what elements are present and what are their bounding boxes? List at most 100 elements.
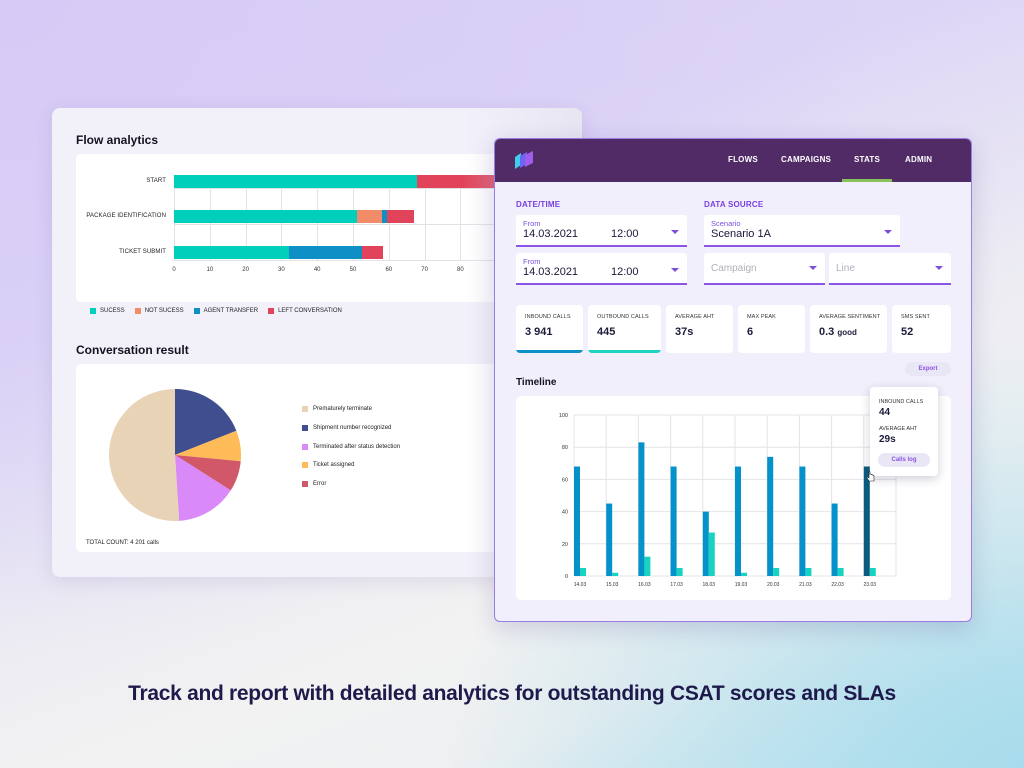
bar-segment-sucess [174, 175, 418, 188]
chevron-down-icon[interactable] [809, 266, 817, 270]
bar-inbound-21.03[interactable] [799, 466, 806, 576]
stat-number: 52 [901, 326, 914, 338]
bar-segment-agent-transfer [381, 210, 387, 223]
nav-admin[interactable]: ADMIN [905, 155, 933, 164]
stat-number: 445 [597, 326, 616, 338]
bar-outbound-17.03[interactable] [676, 567, 683, 576]
bar-inbound-17.03[interactable] [670, 466, 677, 576]
y-tick-label: 40 [562, 510, 568, 516]
hand-cursor-icon [866, 471, 875, 482]
x-tick-label: 16.03 [638, 582, 651, 588]
y-gridline [174, 188, 554, 189]
x-tick-label: 20 [242, 267, 249, 273]
stat-card-max-peak: MAX PEAK 6 [738, 305, 805, 353]
bar-segment-agent-transfer [288, 246, 362, 259]
bar-inbound-23.03[interactable] [863, 466, 870, 576]
x-tick-label: 50 [349, 267, 357, 273]
total-count: TOTAL COUNT: 4 201 calls [86, 540, 159, 546]
stat-card-average-sentiment: AVERAGE SENTIMENT 0.3 good [810, 305, 887, 353]
x-tick-label: 23.03 [864, 582, 877, 588]
bar-inbound-14.03[interactable] [574, 466, 580, 576]
bar-outbound-14.03[interactable] [580, 567, 586, 576]
legend-swatch [302, 443, 308, 450]
stat-value: 3 941 [525, 326, 553, 338]
category-label: START [146, 178, 166, 184]
bar-inbound-19.03[interactable] [735, 466, 741, 576]
chevron-down-icon[interactable] [671, 268, 679, 272]
bar-inbound-15.03[interactable] [606, 503, 613, 576]
bar-outbound-21.03[interactable] [805, 567, 812, 576]
tooltip-aht-value: 29s [879, 434, 896, 445]
bar-outbound-19.03[interactable] [741, 572, 747, 576]
legend-swatch [90, 308, 96, 314]
calls-log-button[interactable]: Calls log [878, 453, 930, 467]
bar-tooltip: INBOUND CALLS 44 AVERAGE AHT 29s Calls l… [870, 387, 938, 476]
bar-outbound-20.03[interactable] [773, 567, 780, 576]
stat-value: 6 [747, 326, 753, 338]
x-tick-label: 80 [457, 267, 464, 273]
bar-outbound-22.03[interactable] [837, 567, 844, 576]
stat-label: INBOUND CALLS [525, 314, 571, 320]
nav-stats[interactable]: STATS [854, 155, 881, 164]
campaign-select[interactable]: Campaign [704, 253, 825, 285]
stat-value: 445 [597, 326, 615, 338]
category-label: TICKET SUBMIT [119, 249, 166, 255]
data-source-label: DATA SOURCE [704, 200, 764, 209]
stat-accent-bar [516, 350, 583, 353]
bar-segment-sucess [174, 210, 357, 223]
from-date-field-1[interactable]: From 14.03.2021 12:00 [516, 215, 687, 247]
stat-number: 6 [747, 326, 754, 338]
chevron-down-icon[interactable] [671, 230, 679, 234]
chevron-down-icon[interactable] [884, 230, 892, 234]
stat-label: AVERAGE AHT [675, 314, 715, 320]
pie-slice-terminated-after-status-detection [175, 455, 231, 521]
pie-legend-item: Prematurely terminate [302, 400, 400, 419]
bar-inbound-18.03[interactable] [702, 511, 709, 576]
stat-card-sms-sent: SMS SENT 52 [892, 305, 951, 353]
nav-active-indicator [842, 179, 892, 182]
nav-campaigns[interactable]: CAMPAIGNS [781, 155, 832, 164]
bar-outbound-18.03[interactable] [708, 532, 715, 576]
bar-inbound-20.03[interactable] [767, 456, 774, 576]
nav-flows[interactable]: FLOWS [728, 155, 758, 164]
brand-logo-icon[interactable] [513, 149, 537, 171]
legend-item: AGENT TRANSFER [193, 308, 259, 314]
pie-slice-prematurely-terminate [109, 389, 180, 521]
y-tick-label: 60 [562, 477, 568, 483]
x-tick-label: 14.03 [574, 582, 587, 588]
tooltip-inbound-value: 44 [879, 407, 891, 418]
x-tick-label: 60 [385, 267, 393, 273]
legend-label: AGENT TRANSFER [203, 308, 259, 314]
x-tick-label: 17.03 [670, 582, 683, 588]
legend-label: Shipment number recognized [313, 425, 392, 432]
bar-outbound-15.03[interactable] [612, 572, 619, 576]
x-tick-label: 19.03 [735, 582, 748, 588]
stat-label: MAX PEAK [747, 314, 776, 320]
line-select[interactable]: Line [829, 253, 951, 285]
y-tick-label: 80 [562, 445, 568, 451]
stat-number: 37s [675, 326, 694, 338]
pie-legend-item: Error [302, 475, 400, 494]
chevron-down-icon[interactable] [935, 266, 943, 270]
scenario-select[interactable]: Scenario Scenario 1A [704, 215, 900, 247]
bar-inbound-16.03[interactable] [638, 442, 645, 576]
pie-slice-ticket-assigned [175, 430, 241, 462]
legend-label: NOT SUCESS [144, 308, 184, 314]
legend-swatch [302, 462, 308, 469]
stat-accent-bar [588, 350, 661, 353]
y-tick-label: 0 [565, 574, 568, 580]
stat-suffix: good [837, 328, 857, 337]
legend-label: Error [313, 481, 327, 488]
from-date-field-2[interactable]: From 14.03.2021 12:00 [516, 253, 687, 285]
legend-swatch [302, 425, 308, 432]
stat-value: 52 [901, 326, 913, 338]
legend-item: SUCESS [90, 308, 125, 314]
export-button[interactable]: Export [905, 362, 951, 376]
bar-inbound-22.03[interactable] [831, 503, 838, 576]
pie-legend-item: Terminated after status detection [302, 437, 400, 456]
bar-outbound-23.03[interactable] [869, 567, 876, 576]
bar-outbound-16.03[interactable] [644, 556, 651, 576]
stat-number: 3 941 [525, 326, 553, 338]
x-tick-label: 70 [421, 267, 428, 273]
x-gridline [424, 175, 426, 260]
